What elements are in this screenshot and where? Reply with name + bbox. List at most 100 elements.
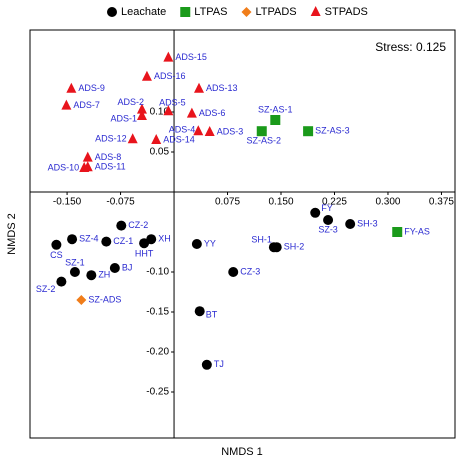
point [323, 215, 334, 225]
point-label: FY-AS [404, 226, 430, 236]
point [191, 239, 202, 249]
y-axis-label: NMDS 2 [6, 213, 18, 255]
point [51, 239, 62, 250]
x-tick-label: 0.150 [268, 197, 293, 208]
point [66, 82, 77, 93]
point-label: SZ-1 [65, 257, 85, 267]
legend-marker [107, 7, 117, 17]
point-label: ZH [98, 270, 110, 280]
x-tick-label: -0.150 [53, 197, 82, 208]
point [345, 219, 356, 229]
x-tick-label: 0.375 [429, 197, 454, 208]
point [116, 220, 127, 231]
plot-frame [29, 29, 456, 439]
legend-label: LTPAS [194, 6, 227, 18]
point [136, 103, 147, 114]
point-label: ADS-14 [163, 134, 195, 144]
point-label: ADS-9 [78, 83, 105, 93]
point-label: SH-1 [251, 235, 272, 245]
legend-marker [180, 7, 191, 17]
point [69, 267, 80, 277]
point [109, 263, 120, 273]
y-tick-label: 0.05 [150, 147, 170, 158]
point [310, 207, 321, 218]
point-label: SZ-3 [318, 224, 338, 234]
legend-marker [241, 7, 252, 17]
point-label: TJ [214, 359, 224, 369]
point-label: SZ-ADS [88, 294, 121, 304]
point [101, 236, 112, 247]
point [136, 110, 147, 120]
point-label: ADS-16 [154, 71, 186, 81]
point-label: XH [158, 234, 171, 244]
point-label: ADS-1 [110, 113, 137, 123]
point-label: ADS-12 [95, 134, 127, 144]
point [271, 242, 282, 253]
point [82, 161, 93, 172]
point [141, 70, 152, 81]
point-label: SH-2 [284, 242, 305, 252]
point-label: ADS-8 [95, 152, 122, 162]
point [186, 107, 197, 118]
point-label: SH-3 [357, 218, 378, 228]
point-label: ADS-15 [175, 52, 207, 62]
point [194, 306, 205, 317]
point-label: BJ [122, 262, 133, 272]
y-tick-label: -0.15 [146, 307, 169, 318]
point-label: ADS-10 [48, 162, 80, 172]
point [270, 115, 281, 125]
point-label: ADS-4 [169, 125, 196, 135]
point-label: SZ-4 [79, 234, 99, 244]
stress-annotation: Stress: 0.125 [375, 40, 446, 54]
point [82, 151, 93, 162]
point-label: BT [206, 310, 218, 320]
point [303, 126, 314, 137]
point-label: ADS-2 [117, 97, 144, 107]
point [201, 359, 212, 370]
legend-label: LTPADS [255, 6, 296, 18]
point [151, 134, 162, 144]
x-tick-label: 0.225 [322, 197, 347, 208]
point [193, 125, 204, 136]
point-label: ADS-13 [206, 83, 238, 93]
point [86, 270, 97, 281]
point-label: CS [50, 250, 63, 260]
point-label: SZ-AS-3 [315, 126, 350, 136]
point-label: ADS-6 [199, 108, 226, 118]
point [61, 99, 72, 110]
y-tick-label: -0.10 [146, 267, 169, 278]
point [194, 82, 205, 93]
point-label: ADS-7 [73, 100, 100, 110]
point [139, 238, 150, 249]
x-axis-label: NMDS 1 [221, 446, 263, 458]
point-label: YY [204, 238, 216, 248]
x-tick-label: 0.300 [375, 197, 400, 208]
point [204, 126, 215, 136]
legend-label: STPADS [325, 6, 368, 18]
y-tick-label: -0.25 [146, 387, 169, 398]
point-label: CZ-3 [240, 266, 260, 276]
point [163, 105, 174, 116]
y-tick-label: 0.10 [150, 107, 170, 118]
point [392, 227, 403, 237]
point-label: SZ-AS-1 [258, 104, 293, 114]
point [56, 276, 67, 287]
legend-marker [310, 6, 321, 16]
y-tick-label: -0.20 [146, 347, 169, 358]
point-label: CZ-1 [113, 236, 133, 246]
point-label: ADS-11 [95, 162, 126, 172]
point [76, 295, 87, 305]
point-label: CZ-2 [128, 220, 148, 230]
point [256, 126, 267, 137]
point-label: SZ-AS-2 [246, 136, 281, 146]
point [127, 133, 138, 144]
point-label: SZ-2 [36, 284, 56, 294]
point [228, 267, 239, 277]
point-label: HHT [135, 249, 154, 259]
point [163, 51, 174, 62]
point [67, 234, 78, 245]
x-tick-label: 0.075 [215, 197, 240, 208]
point-label: FY [321, 203, 333, 213]
point-label: ADS-5 [159, 98, 186, 108]
legend-label: Leachate [121, 6, 166, 18]
